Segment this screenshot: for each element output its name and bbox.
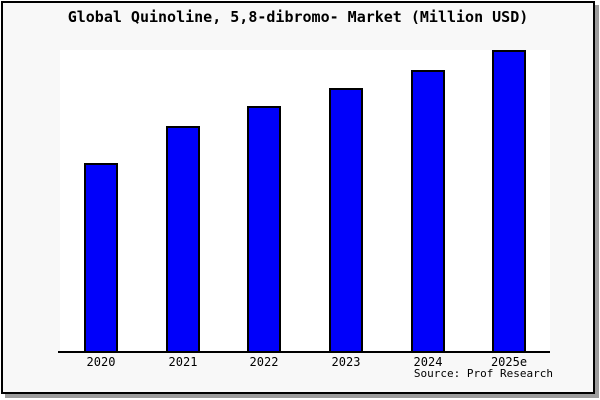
bar-2023 bbox=[329, 88, 363, 351]
x-tick-label-2025e: 2025e bbox=[490, 355, 528, 369]
plot-area bbox=[60, 50, 550, 351]
x-axis-line bbox=[58, 351, 550, 353]
bar-2024 bbox=[411, 70, 445, 351]
x-tick-label-2022: 2022 bbox=[249, 355, 279, 369]
x-tick-label-2023: 2023 bbox=[331, 355, 361, 369]
bar-2021 bbox=[166, 126, 200, 351]
x-tick-label-2021: 2021 bbox=[168, 355, 198, 369]
chart-title: Global Quinoline, 5,8-dibromo- Market (M… bbox=[67, 8, 529, 26]
x-tick-label-2020: 2020 bbox=[86, 355, 116, 369]
x-tick-label-2024: 2024 bbox=[413, 355, 443, 369]
bar-2020 bbox=[84, 163, 118, 351]
source-label: Source: Prof Research bbox=[413, 367, 553, 380]
bar-2025e bbox=[492, 50, 526, 351]
bar-2022 bbox=[247, 106, 281, 351]
